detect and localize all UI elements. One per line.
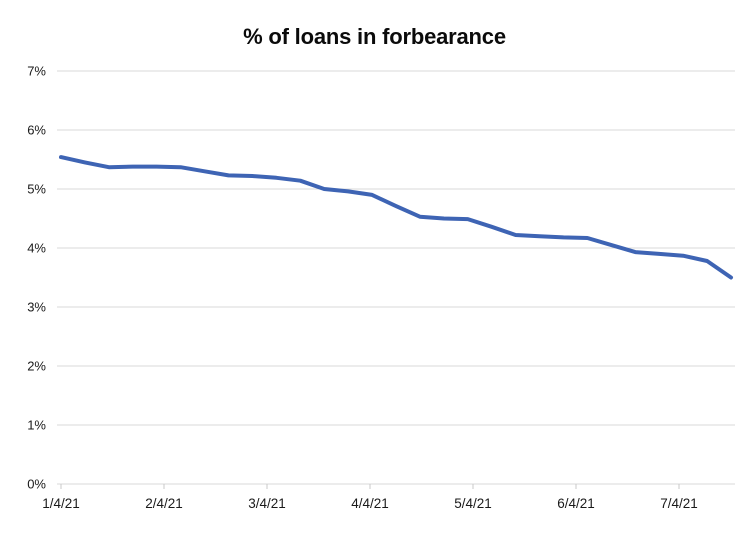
y-tick-label: 5% bbox=[27, 182, 46, 197]
x-tick-label: 1/4/21 bbox=[42, 496, 80, 511]
x-tick-label: 7/4/21 bbox=[660, 496, 698, 511]
y-tick-label: 1% bbox=[27, 418, 46, 433]
data-line-forbearance-rate bbox=[59, 155, 733, 280]
y-tick-label: 0% bbox=[27, 477, 46, 492]
x-tick-label: 3/4/21 bbox=[248, 496, 286, 511]
x-tick-label: 6/4/21 bbox=[557, 496, 595, 511]
x-tick-label: 5/4/21 bbox=[454, 496, 492, 511]
x-tick-label: 4/4/21 bbox=[351, 496, 389, 511]
y-tick-label: 7% bbox=[27, 64, 46, 79]
chart-title: % of loans in forbearance bbox=[243, 24, 506, 49]
y-tick-label: 3% bbox=[27, 300, 46, 315]
y-tick-label: 6% bbox=[27, 123, 46, 138]
y-tick-label: 4% bbox=[27, 241, 46, 256]
y-tick-label: 2% bbox=[27, 359, 46, 374]
x-tick-label: 2/4/21 bbox=[145, 496, 183, 511]
